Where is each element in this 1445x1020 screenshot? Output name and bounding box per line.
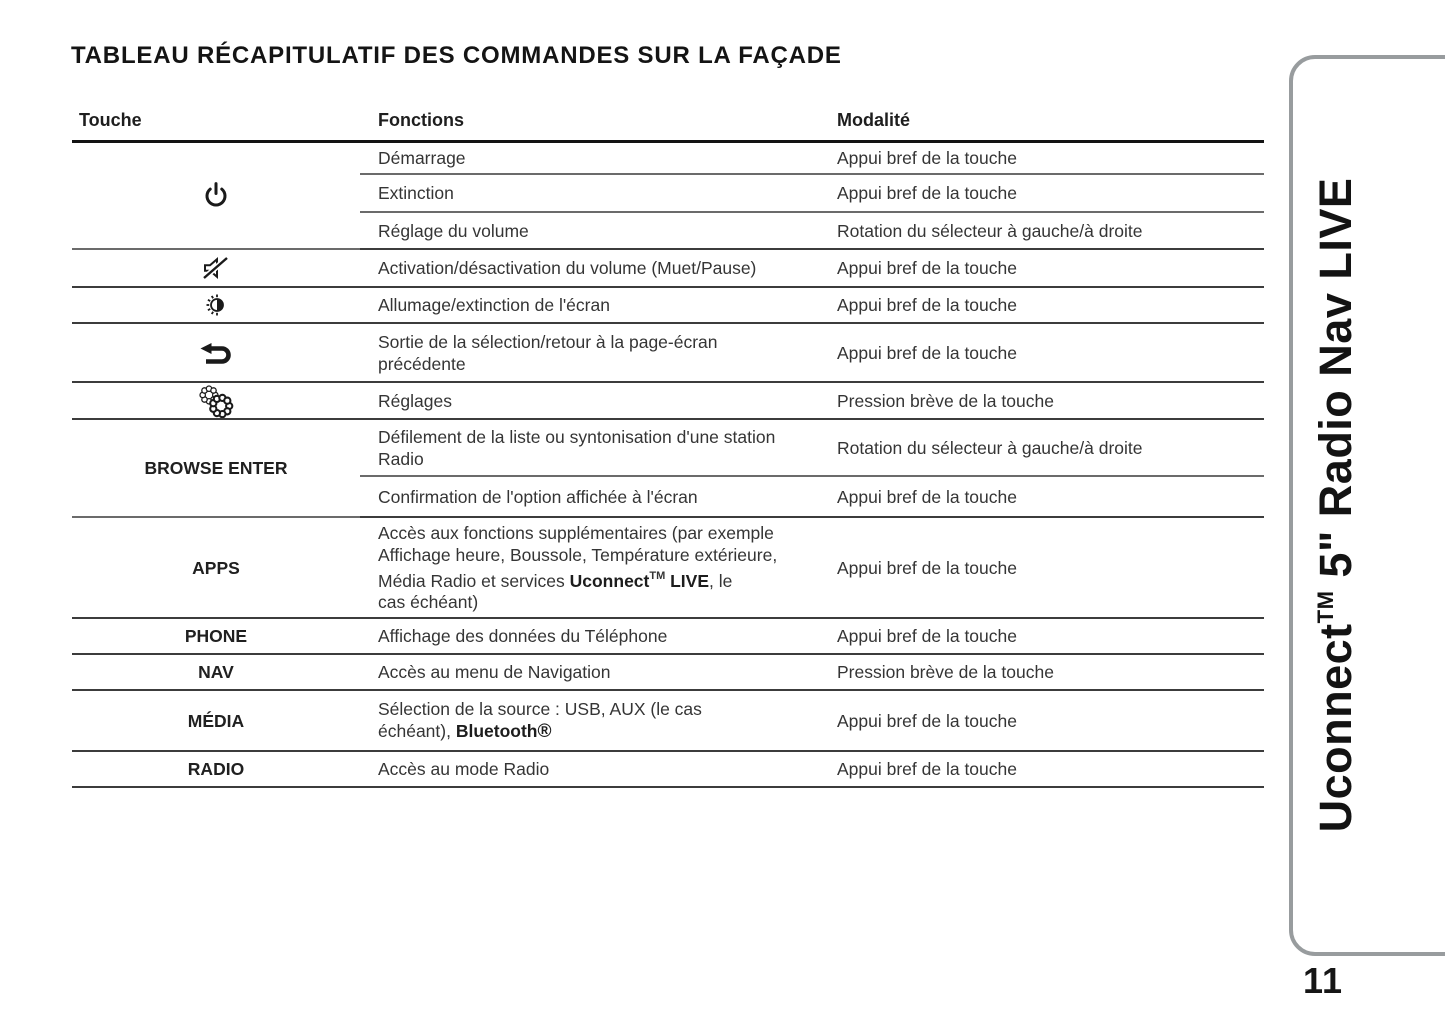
commands-table: Touche Fonctions Modalité Démarrage Appu… — [72, 101, 1264, 788]
modalite-cell: Rotation du sélecteur à gauche/à droite — [837, 419, 1264, 477]
fonction-cell: Défilement de la liste ou syntonisation … — [360, 419, 837, 477]
table-header-row: Touche Fonctions Modalité — [72, 101, 1264, 143]
page-title: TABLEAU RÉCAPITULATIF DES COMMANDES SUR … — [71, 42, 842, 69]
touche-cell — [72, 249, 360, 288]
touche-cell: BROWSE ENTER — [72, 419, 360, 518]
modalite-cell: Appui bref de la touche — [837, 517, 1264, 619]
modalite-cell: Appui bref de la touche — [837, 141, 1264, 175]
column-header-touche: Touche — [72, 101, 360, 143]
touche-cell: MÉDIA — [72, 690, 360, 752]
touche-cell: RADIO — [72, 751, 360, 788]
modalite-cell: Appui bref de la touche — [837, 751, 1264, 788]
fonction-cell: Réglage du volume — [360, 212, 837, 250]
modalite-cell: Rotation du sélecteur à gauche/à droite — [837, 212, 1264, 250]
table-row: Sortie de la sélection/retour à la page-… — [72, 323, 1264, 383]
modalite-cell: Appui bref de la touche — [837, 287, 1264, 324]
modalite-cell: Pression brève de la touche — [837, 654, 1264, 691]
table-row: Activation/désactivation du volume (Muet… — [72, 249, 1264, 288]
table-row: APPS Accès aux fonctions supplémentaires… — [72, 517, 1264, 619]
settings-gears-icon — [199, 384, 234, 418]
fonction-cell: Accès au menu de Navigation — [360, 654, 837, 691]
modalite-cell: Appui bref de la touche — [837, 323, 1264, 383]
fonction-cell: Démarrage — [360, 141, 837, 175]
fonction-cell: Allumage/extinction de l'écran — [360, 287, 837, 324]
fonction-text: Sélection de la source : USB, AUX (le ca… — [378, 699, 702, 741]
touche-cell — [72, 382, 360, 420]
mute-icon — [202, 256, 229, 281]
back-arrow-icon — [200, 343, 231, 364]
fonction-cell: Confirmation de l'option affichée à l'éc… — [360, 476, 837, 518]
chapter-tab-panel — [1289, 55, 1445, 956]
column-header-modalite: Modalité — [837, 101, 1264, 143]
fonction-cell: Sélection de la source : USB, AUX (le ca… — [360, 690, 837, 752]
trademark-symbol: TM — [649, 569, 666, 582]
fonction-cell: Extinction — [360, 174, 837, 213]
table-row: BROWSE ENTER Défilement de la liste ou s… — [72, 419, 1264, 518]
trademark-symbol: TM — [1313, 590, 1338, 624]
column-header-fonctions: Fonctions — [360, 101, 837, 143]
fonction-text: , le cas échéant) — [378, 570, 733, 613]
fonction-text: Accès aux fonctions supplémentaires (par… — [378, 522, 778, 591]
table-row: Allumage/extinction de l'écran Appui bre… — [72, 287, 1264, 324]
fonction-cell: Accès aux fonctions supplémentaires (par… — [360, 517, 837, 619]
touche-cell — [72, 141, 360, 250]
modalite-cell: Appui bref de la touche — [837, 690, 1264, 752]
screen-brightness-icon — [206, 294, 224, 316]
registered-symbol: ® — [537, 721, 552, 742]
modalite-cell: Appui bref de la touche — [837, 249, 1264, 288]
page-number: 11 — [1303, 960, 1344, 1001]
touche-cell — [72, 287, 360, 324]
live-brand-text: LIVE — [665, 570, 710, 591]
brand-text: Uconnect — [1310, 623, 1361, 833]
modalite-cell: Appui bref de la touche — [837, 476, 1264, 518]
table-row: Démarrage Appui bref de la touche — [72, 141, 1264, 250]
fonction-cell: Réglages — [360, 382, 837, 420]
touche-cell: PHONE — [72, 618, 360, 655]
touche-cell — [72, 323, 360, 383]
table-row: RADIO Accès au mode Radio Appui bref de … — [72, 751, 1264, 788]
bluetooth-brand-text: Bluetooth — [455, 721, 538, 741]
table-row: PHONE Affichage des données du Téléphone… — [72, 618, 1264, 655]
uconnect-brand-text: Uconnect — [569, 570, 650, 591]
table-row: Extinction Appui bref de la touche — [72, 174, 1264, 213]
power-icon — [205, 181, 227, 207]
product-text: 5" Radio Nav LIVE — [1310, 177, 1361, 591]
fonction-cell: Activation/désactivation du volume (Muet… — [360, 249, 837, 288]
table-row: Réglages Pression brève de la touche — [72, 382, 1264, 420]
table-row: Réglage du volume Rotation du sélecteur … — [72, 212, 1264, 250]
fonction-cell: Affichage des données du Téléphone — [360, 618, 837, 655]
table-row: MÉDIA Sélection de la source : USB, AUX … — [72, 690, 1264, 752]
fonction-cell: Accès au mode Radio — [360, 751, 837, 788]
fonction-cell: Sortie de la sélection/retour à la page-… — [360, 323, 837, 383]
chapter-tab-label: UconnectTM 5" Radio Nav LIVE — [1310, 178, 1362, 833]
modalite-cell: Appui bref de la touche — [837, 618, 1264, 655]
table-row: Confirmation de l'option affichée à l'éc… — [72, 476, 1264, 518]
table-row: NAV Accès au menu de Navigation Pression… — [72, 654, 1264, 691]
touche-cell: NAV — [72, 654, 360, 691]
modalite-cell: Appui bref de la touche — [837, 174, 1264, 213]
modalite-cell: Pression brève de la touche — [837, 382, 1264, 420]
touche-cell: APPS — [72, 517, 360, 619]
